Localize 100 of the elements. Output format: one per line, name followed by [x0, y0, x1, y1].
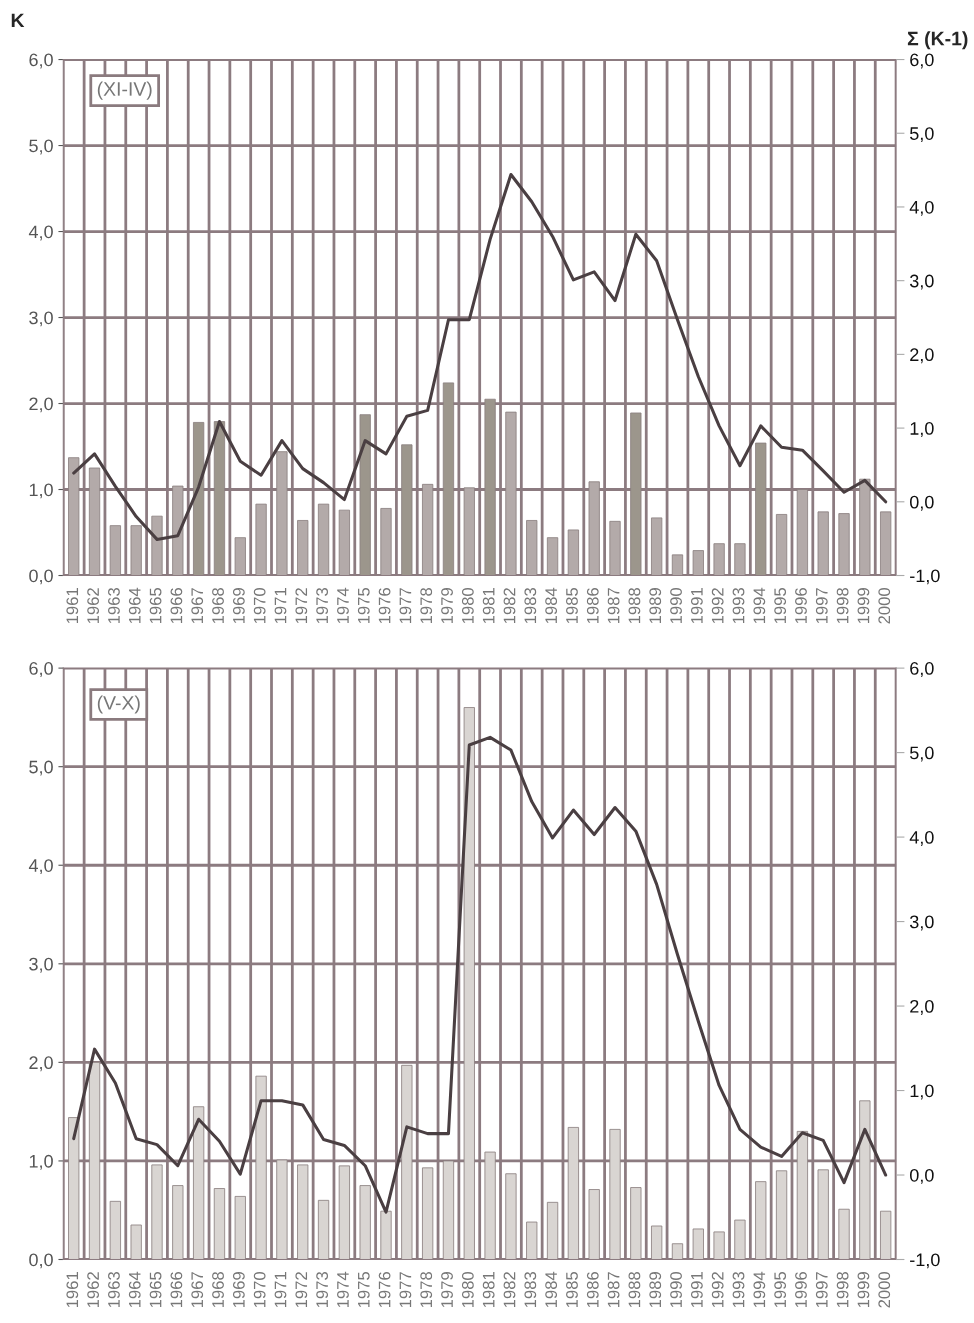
x-tick-label: 1979	[441, 1272, 453, 1308]
x-tick-label: 1974	[337, 1271, 349, 1308]
x-tick-label: 1993	[732, 1272, 745, 1308]
x-tick-label: 1992	[711, 588, 724, 624]
x-tick-label: 1998	[836, 1272, 849, 1308]
x-tick-label: 1961	[66, 588, 79, 624]
y-tick-label: 4,0	[28, 859, 53, 875]
x-tick-label: 1967	[191, 588, 204, 624]
y2-tick-label: 4,0	[909, 831, 934, 846]
y-axis-title: K	[11, 13, 25, 28]
x-tick-label: 1985	[566, 588, 578, 624]
x-tick-label: 1972	[295, 588, 308, 624]
x-tick-label: 2000	[878, 1271, 891, 1308]
x-tick-label: 1998	[836, 588, 849, 624]
y2-axis-title: Σ (K-1)	[907, 31, 968, 50]
x-tick-label: 1966	[170, 1272, 183, 1308]
line-series	[72, 735, 888, 1214]
x-tick-label: 1982	[503, 1272, 516, 1308]
x-tick-label: 1978	[420, 588, 433, 624]
x-tick-label: 1991	[690, 1272, 703, 1308]
x-tick-label: 1986	[586, 588, 599, 624]
x-tick-label: 1980	[461, 1271, 474, 1308]
y-tick-label: 6,0	[29, 662, 53, 677]
x-tick-label: 1961	[66, 1272, 79, 1308]
x-tick-label: 1976	[378, 1272, 391, 1308]
y2-tick-label: 1,0	[910, 422, 934, 437]
x-tick-label: 1971	[274, 588, 287, 624]
x-tick-label: 1995	[774, 588, 787, 624]
x-tick-label: 1963	[108, 588, 120, 624]
x-tick-label: 1988	[628, 588, 641, 624]
x-tick-label: 1979	[441, 588, 453, 624]
y-tick-label: 4,0	[28, 225, 53, 241]
x-tick-label: 1970	[253, 1271, 266, 1308]
y2-tick-label: 6,0	[910, 53, 934, 69]
x-tick-label: 1999	[857, 588, 870, 624]
y2-tick-label: 0,0	[909, 495, 934, 511]
x-tick-label: 1973	[316, 1272, 329, 1308]
x-tick-label: 1974	[337, 587, 349, 624]
y-tick-label: 0,0	[29, 569, 53, 585]
y-tick-label: 1,0	[29, 483, 53, 499]
y2-tick-label: 3,0	[909, 274, 934, 290]
x-tick-label: 1984	[545, 587, 558, 624]
x-tick-label: 1976	[378, 588, 391, 624]
x-tick-label: 1963	[108, 1272, 120, 1308]
x-tick-label: 1983	[524, 1272, 537, 1308]
x-tick-label: 1978	[420, 1272, 433, 1308]
x-tick-label: 1971	[274, 1272, 287, 1308]
x-tick-label: 1983	[524, 588, 537, 624]
x-tick-label: 2000	[878, 587, 891, 624]
x-tick-label: 1965	[149, 1272, 162, 1308]
x-tick-label: 1982	[503, 588, 516, 624]
x-tick-label: 1964	[128, 587, 141, 624]
x-tick-label: 1977	[399, 1272, 412, 1308]
x-tick-label: 1990	[670, 587, 682, 624]
y-tick-label: 3,0	[29, 957, 53, 973]
y2-tick-label: 0,0	[909, 1168, 934, 1184]
y2-tick-label: 1,0	[910, 1084, 934, 1100]
x-tick-label: 1964	[128, 1271, 141, 1308]
y-tick-label: 0,0	[29, 1253, 53, 1269]
x-tick-label: 1981	[482, 1272, 495, 1308]
x-tick-label: 1987	[607, 588, 620, 624]
annotation: (V-X)	[97, 695, 140, 714]
x-tick-label: 1972	[295, 1272, 308, 1308]
y-tick-label: 2,0	[29, 397, 53, 413]
x-tick-label: 1962	[87, 1272, 100, 1308]
x-tick-label: 1996	[795, 1272, 807, 1308]
x-tick-label: 1986	[586, 1272, 599, 1308]
x-tick-label: 1975	[357, 1272, 370, 1308]
y-tick-label: 2,0	[29, 1056, 53, 1072]
x-tick-label: 1990	[670, 1271, 682, 1308]
y-tick-label: 5,0	[29, 139, 53, 155]
x-tick-label: 1984	[545, 1271, 558, 1308]
y2-tick-label: 5,0	[910, 127, 934, 143]
x-tick-label: 1989	[649, 588, 662, 624]
x-tick-label: 1977	[399, 588, 412, 624]
line-series	[72, 172, 888, 541]
x-tick-label: 1996	[795, 588, 807, 624]
x-tick-label: 1973	[316, 588, 329, 624]
x-tick-label: 1980	[461, 587, 474, 624]
y-tick-label: 3,0	[29, 311, 53, 327]
x-tick-label: 1975	[357, 588, 370, 624]
x-tick-label: 1968	[212, 1272, 224, 1308]
y2-tick-label: -1,0	[910, 569, 940, 585]
x-tick-label: 1967	[191, 1272, 204, 1308]
y-tick-label: 6,0	[29, 53, 53, 69]
x-tick-label: 1994	[753, 587, 766, 624]
y2-tick-label: 2,0	[910, 348, 934, 364]
x-tick-label: 1968	[212, 588, 224, 624]
x-tick-label: 1970	[253, 587, 266, 624]
x-tick-label: 1992	[711, 1272, 724, 1308]
y2-tick-label: 4,0	[909, 200, 934, 216]
x-tick-label: 1995	[774, 1272, 787, 1308]
x-tick-label: 1993	[732, 588, 745, 624]
x-tick-label: 1994	[753, 1271, 766, 1308]
x-tick-label: 1991	[690, 588, 703, 624]
y-tick-label: 5,0	[29, 760, 53, 776]
y-tick-label: 1,0	[29, 1154, 53, 1170]
y2-tick-label: 6,0	[910, 662, 934, 677]
x-tick-label: 1988	[628, 1272, 641, 1308]
x-tick-label: 1987	[607, 1272, 620, 1308]
